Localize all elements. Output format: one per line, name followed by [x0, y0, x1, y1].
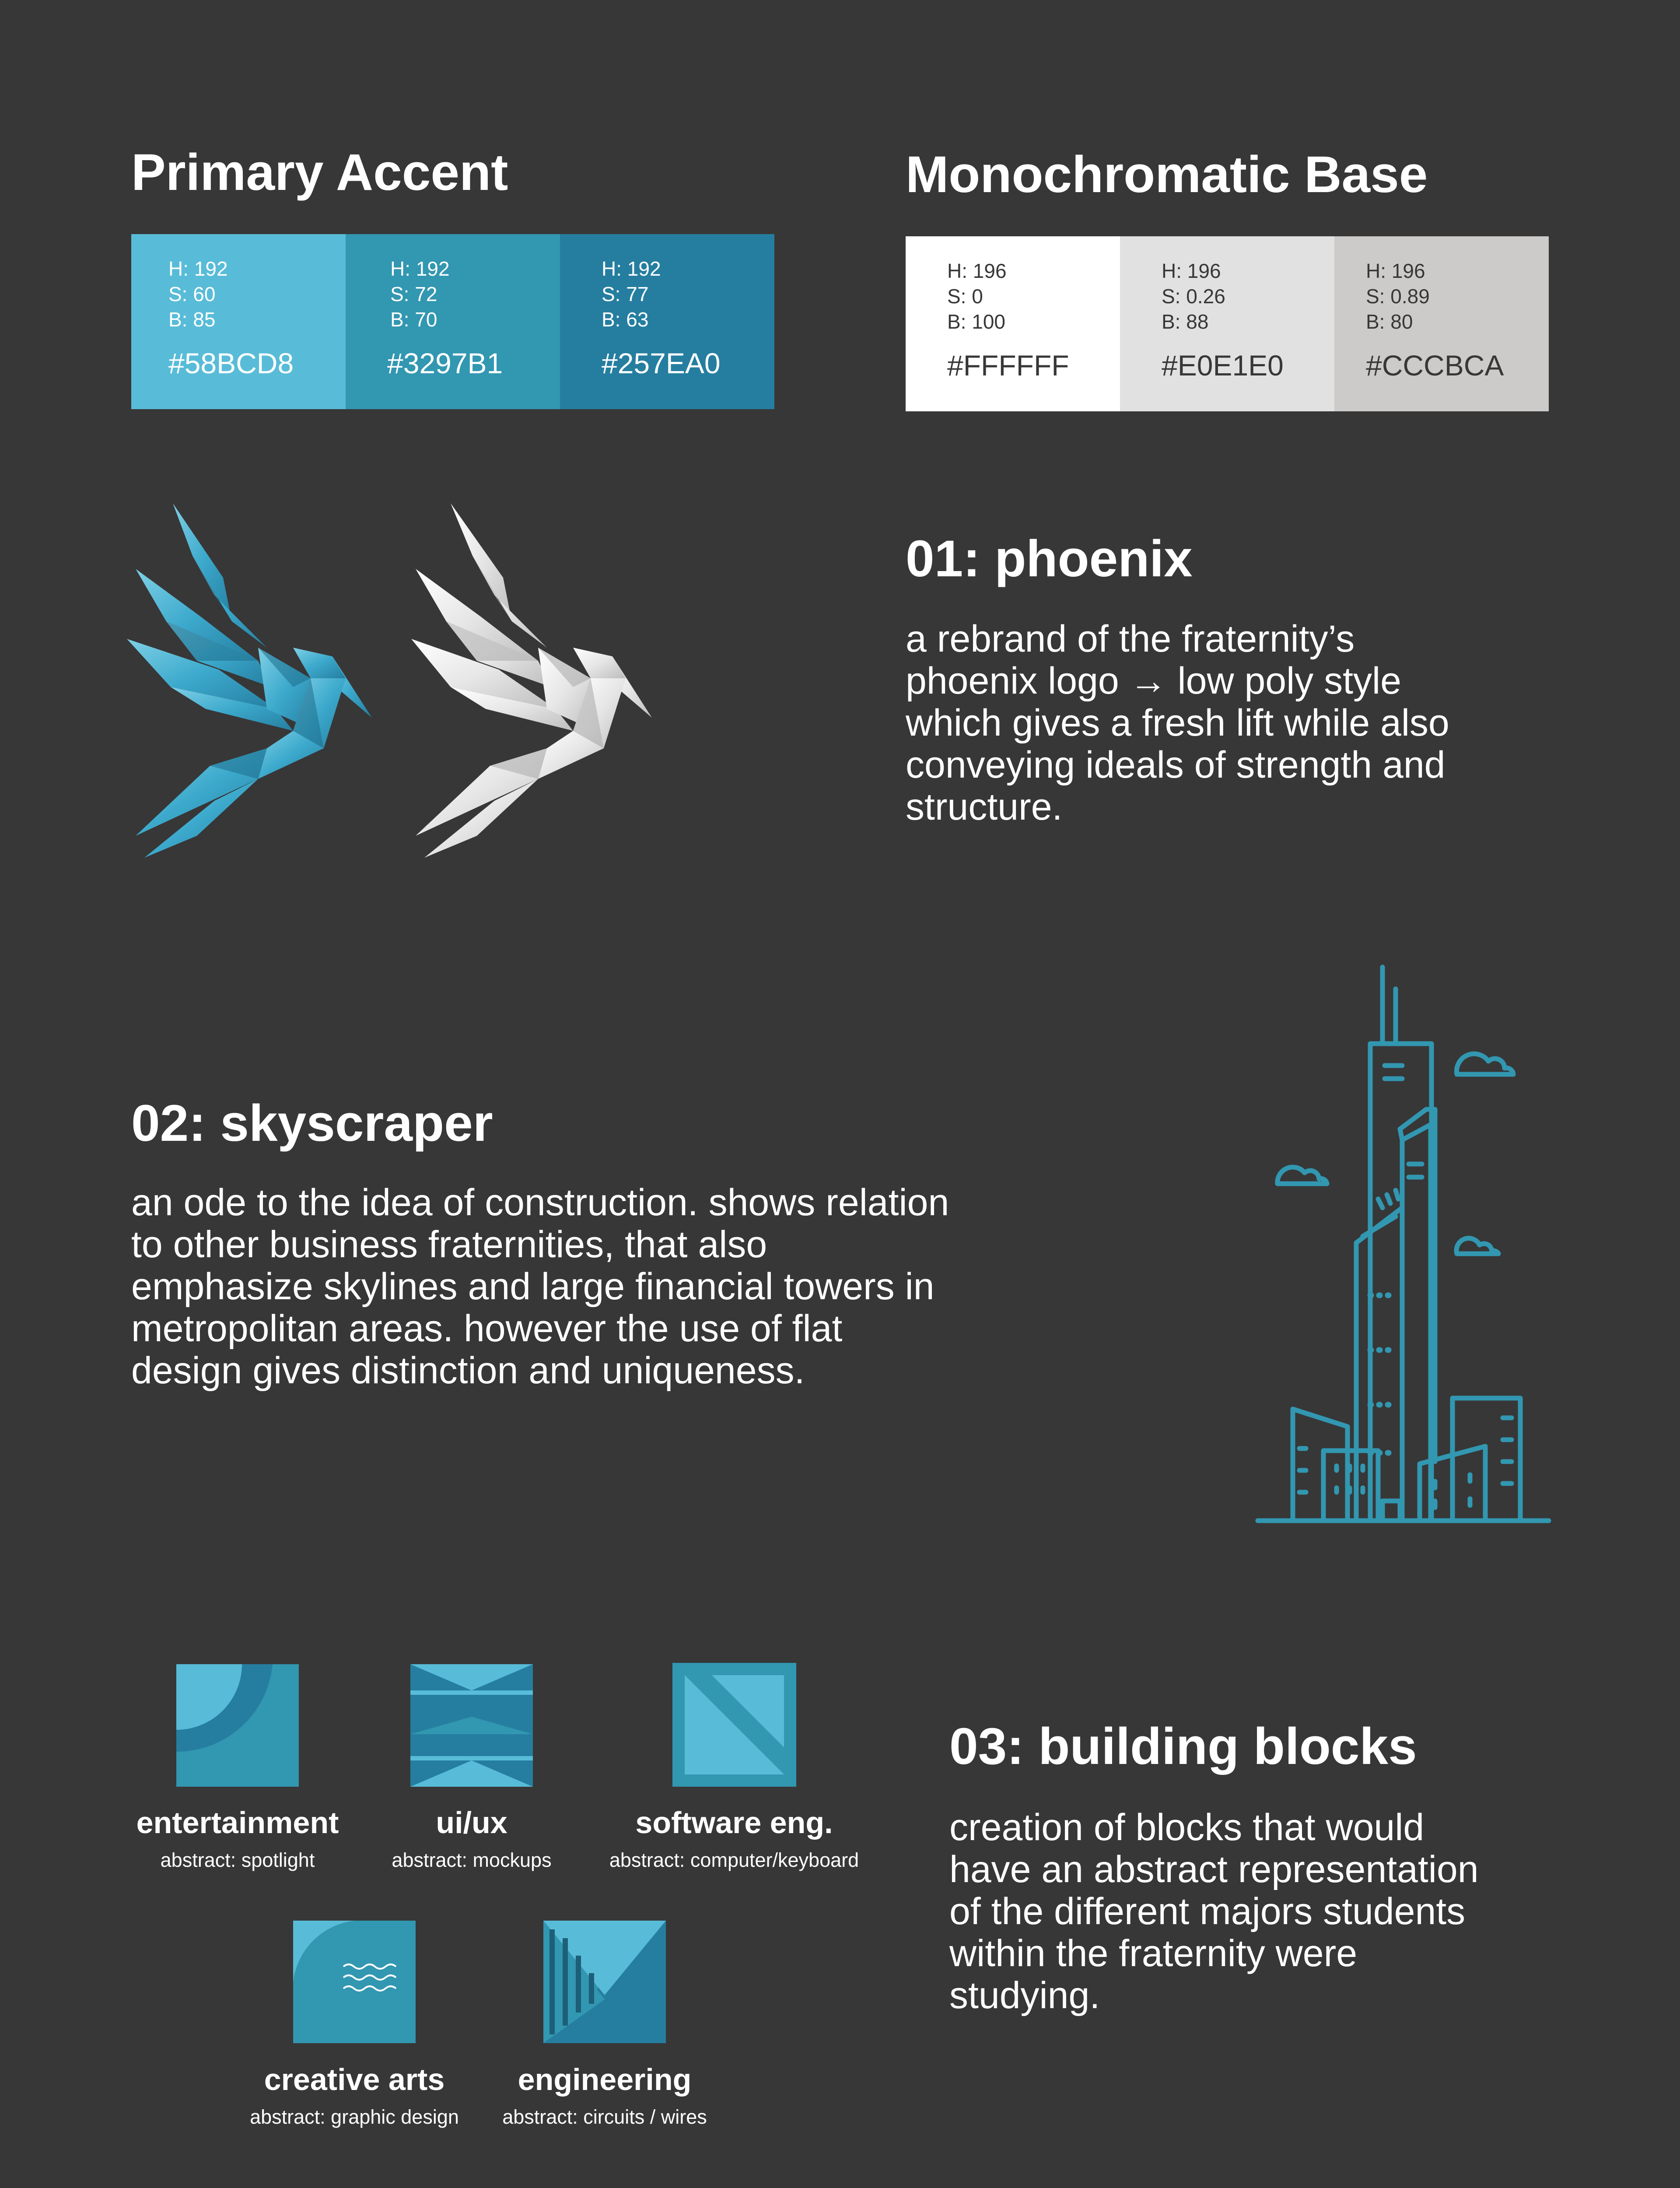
- block-name: entertainment: [136, 1806, 339, 1840]
- desc-line: studying.: [949, 1974, 1100, 2016]
- swatch-mono-1: H: 196 S: 0 B: 100 #FFFFFF: [906, 236, 1120, 411]
- swatch-hex: #257EA0: [602, 347, 721, 379]
- mockups-icon: [410, 1664, 533, 1787]
- swatch-h: H: 192: [390, 257, 450, 280]
- swatch-b: B: 63: [602, 308, 649, 331]
- swatch-b: B: 85: [168, 308, 216, 331]
- swatch-hex: #CCCBCA: [1366, 349, 1504, 382]
- skyscraper-illustration: [1255, 964, 1551, 1523]
- desc-line: of the different majors students: [949, 1890, 1466, 1932]
- skyscraper-description: an ode to the idea of construction. show…: [131, 1182, 1138, 1392]
- block-engineering: engineering abstract: circuits / wires: [502, 2064, 707, 2127]
- primary-accent-title: Primary Accent: [131, 144, 508, 201]
- desc-line: a rebrand of the fraternity’s: [906, 618, 1355, 660]
- swatch-s: S: 77: [602, 283, 649, 305]
- block-subtitle: abstract: graphic design: [250, 2106, 459, 2128]
- swatch-mono-3: H: 196 S: 0.89 B: 80 #CCCBCA: [1334, 236, 1549, 411]
- block-subtitle: abstract: circuits / wires: [502, 2106, 707, 2128]
- block-name: software eng.: [635, 1806, 833, 1840]
- swatch-hex: #E0E1E0: [1162, 349, 1284, 382]
- desc-line: have an abstract representation: [949, 1848, 1479, 1890]
- desc-line: creation of blocks that would: [949, 1806, 1424, 1848]
- desc-line: an ode to the idea of construction. show…: [131, 1182, 949, 1224]
- swatch-h: H: 196: [947, 259, 1007, 282]
- desc-line: design gives distinction and uniqueness.: [131, 1350, 805, 1392]
- swatch-s: S: 0.89: [1366, 285, 1430, 308]
- swatch-hex: #58BCD8: [168, 347, 294, 379]
- phoenix-logo-blue: [127, 503, 372, 858]
- swatch-b: B: 80: [1366, 310, 1413, 333]
- block-subtitle: abstract: computer/keyboard: [609, 1849, 859, 1871]
- mono-swatch-row: H: 196 S: 0 B: 100 #FFFFFF H: 196 S: 0.26 B:…: [906, 236, 1549, 411]
- phoenix-description: a rebrand of the fraternity’s phoenix lo…: [906, 618, 1649, 828]
- desc-line: within the fraternity were: [949, 1932, 1358, 1974]
- block-subtitle: abstract: mockups: [392, 1849, 552, 1871]
- phoenix-title: 01: phoenix: [906, 530, 1193, 588]
- keyboard-icon: [672, 1663, 796, 1787]
- building-blocks-description: creation of blocks that would have an ab…: [949, 1806, 1658, 2016]
- desc-line: to other business fraternities, that als…: [131, 1224, 767, 1266]
- block-subtitle: abstract: spotlight: [160, 1849, 315, 1871]
- swatch-h: H: 192: [602, 257, 661, 280]
- swatch-s: S: 60: [168, 283, 216, 305]
- swatch-b: B: 100: [947, 310, 1005, 333]
- desc-line: which gives a fresh lift while also: [906, 702, 1449, 744]
- swatch-h: H: 192: [168, 257, 228, 280]
- block-creative-arts: creative arts abstract: graphic design: [250, 2064, 459, 2127]
- swatch-hex: #3297B1: [387, 347, 503, 379]
- desc-line: structure.: [906, 786, 1063, 828]
- swatch-s: S: 0.26: [1162, 285, 1225, 308]
- graphic-design-icon: [293, 1921, 416, 2043]
- spotlight-icon: [176, 1664, 299, 1787]
- desc-line: emphasize skylines and large financial t…: [131, 1266, 934, 1308]
- building-blocks-title: 03: building blocks: [949, 1718, 1417, 1775]
- swatch-primary-1: H: 192 S: 60 B: 85 #58BCD8: [131, 234, 346, 409]
- swatch-mono-2: H: 196 S: 0.26 B: 88 #E0E1E0: [1120, 236, 1334, 411]
- block-name: ui/ux: [436, 1806, 508, 1840]
- primary-swatch-row: H: 192 S: 60 B: 85 #58BCD8 H: 192 S: 72 B: 7…: [131, 234, 774, 409]
- block-software-eng: software eng. abstract: computer/keyboar…: [609, 1807, 859, 1870]
- block-entertainment: entertainment abstract: spotlight: [136, 1807, 339, 1870]
- block-name: creative arts: [264, 2062, 445, 2097]
- swatch-h: H: 196: [1162, 259, 1221, 282]
- swatch-primary-2: H: 192 S: 72 B: 70 #3297B1: [346, 234, 560, 409]
- block-ui-ux: ui/ux abstract: mockups: [392, 1807, 551, 1870]
- swatch-hex: #FFFFFF: [947, 349, 1069, 382]
- circuits-icon: [543, 1921, 666, 2043]
- swatch-primary-3: H: 192 S: 77 B: 63 #257EA0: [560, 234, 774, 409]
- block-name: engineering: [518, 2062, 692, 2097]
- swatch-b: B: 70: [390, 308, 438, 331]
- swatch-h: H: 196: [1366, 259, 1425, 282]
- desc-line: phoenix logo → low poly style: [906, 660, 1401, 702]
- swatch-b: B: 88: [1162, 310, 1209, 333]
- desc-line: metropolitan areas. however the use of f…: [131, 1308, 843, 1350]
- phoenix-logo-white: [411, 503, 652, 858]
- swatch-s: S: 72: [390, 283, 438, 305]
- swatch-s: S: 0: [947, 285, 983, 308]
- desc-line: conveying ideals of strength and: [906, 744, 1446, 786]
- skyscraper-title: 02: skyscraper: [131, 1094, 493, 1152]
- monochromatic-base-title: Monochromatic Base: [906, 146, 1428, 203]
